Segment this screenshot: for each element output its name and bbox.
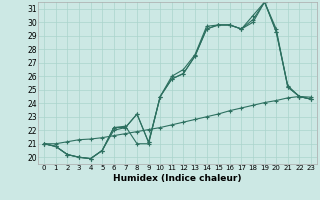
X-axis label: Humidex (Indice chaleur): Humidex (Indice chaleur) — [113, 174, 242, 183]
